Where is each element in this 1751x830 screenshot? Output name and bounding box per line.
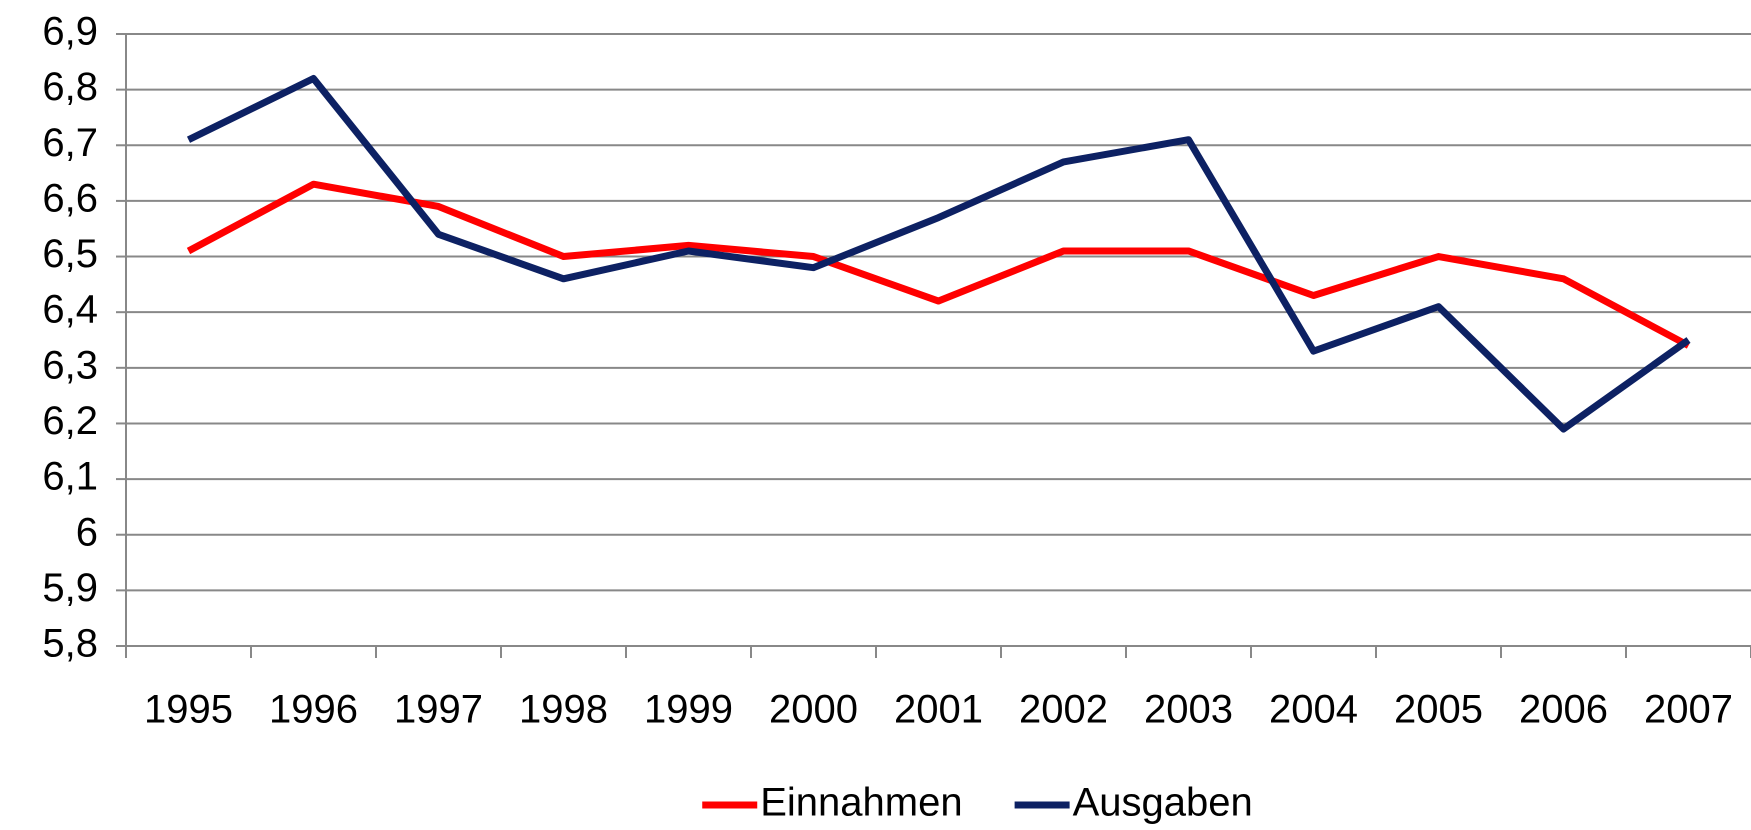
y-tick-label: 6,9	[42, 10, 98, 54]
x-tick-label: 2001	[894, 688, 983, 732]
x-tick-label: 2007	[1644, 688, 1733, 732]
y-tick-label: 6,6	[42, 176, 98, 220]
y-tick-label: 5,9	[42, 566, 98, 610]
x-tick-label: 2000	[769, 688, 858, 732]
y-tick-label: 6,3	[42, 343, 98, 387]
x-tick-label: 2003	[1144, 688, 1233, 732]
x-tick-label: 2005	[1394, 688, 1483, 732]
y-tick-label: 6,1	[42, 455, 98, 499]
x-tick-label: 1996	[269, 688, 358, 732]
y-tick-label: 5,8	[42, 622, 98, 666]
x-tick-label: 2002	[1019, 688, 1108, 732]
y-tick-label: 6,4	[42, 288, 98, 332]
x-tick-label: 2006	[1519, 688, 1608, 732]
x-tick-label: 1998	[519, 688, 608, 732]
x-tick-label: 1999	[644, 688, 733, 732]
series-line	[186, 75, 1691, 433]
y-tick-label: 6,7	[42, 121, 98, 165]
legend-label: Einnahmen	[760, 781, 962, 825]
y-tick-label: 6,8	[42, 65, 98, 109]
y-tick-label: 6	[76, 510, 98, 554]
x-tick-label: 2004	[1269, 688, 1358, 732]
y-tick-label: 6,2	[42, 399, 98, 443]
legend-label: Ausgaben	[1073, 781, 1253, 825]
x-tick-label: 1997	[394, 688, 483, 732]
y-tick-label: 6,5	[42, 232, 98, 276]
x-tick-label: 1995	[144, 688, 233, 732]
series-line	[186, 180, 1691, 349]
